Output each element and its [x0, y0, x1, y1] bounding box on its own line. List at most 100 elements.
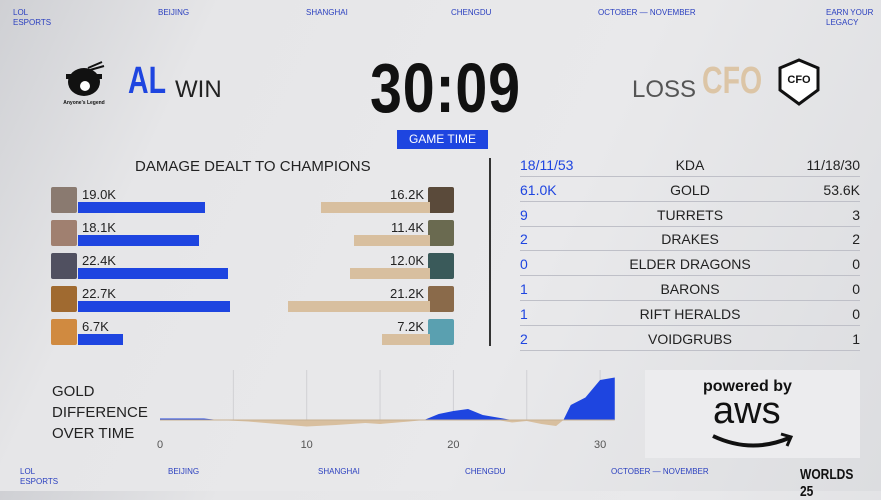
left-damage-value: 22.4K — [82, 253, 116, 268]
left-damage-bar — [78, 235, 200, 246]
header-shanghai: SHANGHAI — [306, 8, 348, 17]
footer-lol-esports: LOL ESPORTS — [20, 467, 59, 486]
stat-right-value: 0 — [852, 305, 860, 322]
left-damage-bar — [78, 334, 123, 345]
footer-chengdu: CHENGDU — [465, 467, 506, 476]
right-champion-avatar — [428, 253, 454, 279]
header-earn-legacy: EARN YOUR LEGACY — [826, 8, 874, 27]
stat-left-value: 9 — [520, 206, 528, 223]
cfo-logo-text: CFO — [787, 74, 811, 86]
header-beijing: BEIJING — [158, 8, 190, 17]
stat-row-line — [520, 176, 860, 177]
divider — [489, 158, 491, 346]
aws-sponsor: powered by aws — [645, 370, 860, 458]
stat-row-line — [520, 324, 860, 326]
stat-left-value: 2 — [520, 231, 528, 248]
team-left-tag: AL — [128, 60, 166, 102]
header-lol-esports: LOL ESPORTS — [13, 8, 52, 27]
stat-right-value: 2 — [852, 231, 860, 248]
stat-name: GOLD — [670, 181, 710, 198]
stat-row-line — [520, 275, 860, 277]
stat-name: ELDER DRAGONS — [629, 256, 751, 273]
stat-row: 2 VOIDGRUBS 1 — [520, 331, 860, 356]
right-champion-avatar — [428, 187, 454, 213]
stat-left-value: 0 — [520, 256, 528, 273]
gold-lead-area — [160, 377, 615, 420]
team-right-tag: CFO — [702, 60, 763, 102]
stat-name: BARONS — [660, 281, 720, 297]
aws-smile-icon — [712, 432, 794, 448]
left-champion-avatar — [51, 286, 77, 312]
stat-name: TURRETS — [656, 206, 724, 223]
stat-row: 1 BARONS 0 — [520, 281, 860, 306]
left-champion-avatar — [51, 187, 77, 213]
right-champion-avatar — [428, 220, 454, 246]
left-damage-bar — [78, 268, 229, 279]
left-damage-bar — [78, 202, 206, 213]
right-damage-value: 12.0K — [390, 253, 424, 268]
stat-row-line — [520, 250, 860, 252]
game-time-label: GAME TIME — [397, 130, 488, 149]
footer-dates: OCTOBER — NOVEMBER — [611, 467, 709, 476]
aws-text: aws — [713, 390, 781, 432]
right-damage-bar — [321, 202, 430, 213]
gold-chart-title: GOLD DIFFERENCE OVER TIME — [52, 383, 148, 442]
left-damage-value: 6.7K — [82, 319, 109, 334]
footer-shanghai: SHANGHAI — [318, 467, 360, 476]
left-champion-avatar — [51, 220, 77, 246]
stat-name: KDA — [675, 157, 705, 173]
stat-row: 18/11/53 KDA 11/18/30 — [520, 157, 860, 182]
left-damage-bar — [78, 301, 231, 312]
left-damage-value: 22.7K — [82, 286, 116, 301]
right-damage-value: 16.2K — [390, 187, 424, 202]
stat-left-value: 1 — [520, 305, 528, 322]
stat-right-value: 1 — [852, 330, 860, 347]
stat-row-line — [520, 300, 860, 301]
left-damage-value: 18.1K — [82, 220, 116, 235]
right-champion-avatar — [428, 319, 454, 345]
stat-row: 9 TURRETS 3 — [520, 207, 860, 232]
stat-row: 0 ELDER DRAGONS 0 — [520, 256, 860, 281]
stat-row-line — [520, 200, 860, 202]
stat-right-value: 0 — [852, 256, 860, 273]
stat-left-value: 1 — [520, 281, 528, 297]
al-team-logo: Anyone's Legend — [63, 61, 105, 106]
right-damage-bar — [381, 334, 430, 345]
x-tick-label: 30 — [594, 439, 606, 451]
worlds-logo: WORLDS 25 — [800, 466, 854, 500]
header-dates: OCTOBER — NOVEMBER — [598, 8, 696, 17]
al-logo-text: Anyone's Legend — [63, 100, 104, 106]
footer-beijing: BEIJING — [168, 467, 200, 476]
stat-right-value: 53.6K — [823, 181, 860, 198]
cfo-team-logo: CFO — [778, 58, 820, 106]
header-chengdu: CHENGDU — [451, 8, 492, 17]
right-champion-avatar — [428, 286, 454, 312]
damage-title: DAMAGE DEALT TO CHAMPIONS — [135, 158, 371, 175]
aws-powered-by: powered by — [703, 378, 792, 395]
team-left-result: WIN — [175, 76, 222, 103]
right-damage-value: 7.2K — [397, 319, 424, 334]
gold-deficit-area — [160, 420, 615, 427]
x-tick-label: 20 — [447, 439, 459, 451]
stat-name: RIFT HERALDS — [639, 305, 741, 322]
right-damage-bar — [349, 268, 430, 279]
stat-left-value: 61.0K — [520, 181, 557, 198]
stat-right-value: 3 — [852, 206, 860, 223]
x-tick-label: 0 — [157, 439, 163, 451]
stat-right-value: 0 — [852, 281, 860, 297]
left-champion-avatar — [51, 319, 77, 345]
stat-left-value: 2 — [520, 330, 528, 347]
stat-name: DRAKES — [661, 231, 719, 248]
stat-name: VOIDGRUBS — [647, 330, 732, 347]
stat-row: 1 RIFT HERALDS 0 — [520, 306, 860, 331]
right-damage-value: 21.2K — [390, 286, 424, 301]
game-timer: 30:09 — [370, 49, 521, 127]
right-damage-bar — [287, 301, 430, 312]
stat-row: 61.0K GOLD 53.6K — [520, 182, 860, 207]
x-tick-label: 10 — [301, 439, 313, 451]
gold-difference-chart: 0 10 20 30 — [157, 370, 615, 451]
left-damage-value: 19.0K — [82, 187, 116, 202]
stat-left-value: 18/11/53 — [520, 157, 574, 173]
stat-row-line — [520, 225, 860, 227]
team-right-result: LOSS — [632, 76, 697, 103]
